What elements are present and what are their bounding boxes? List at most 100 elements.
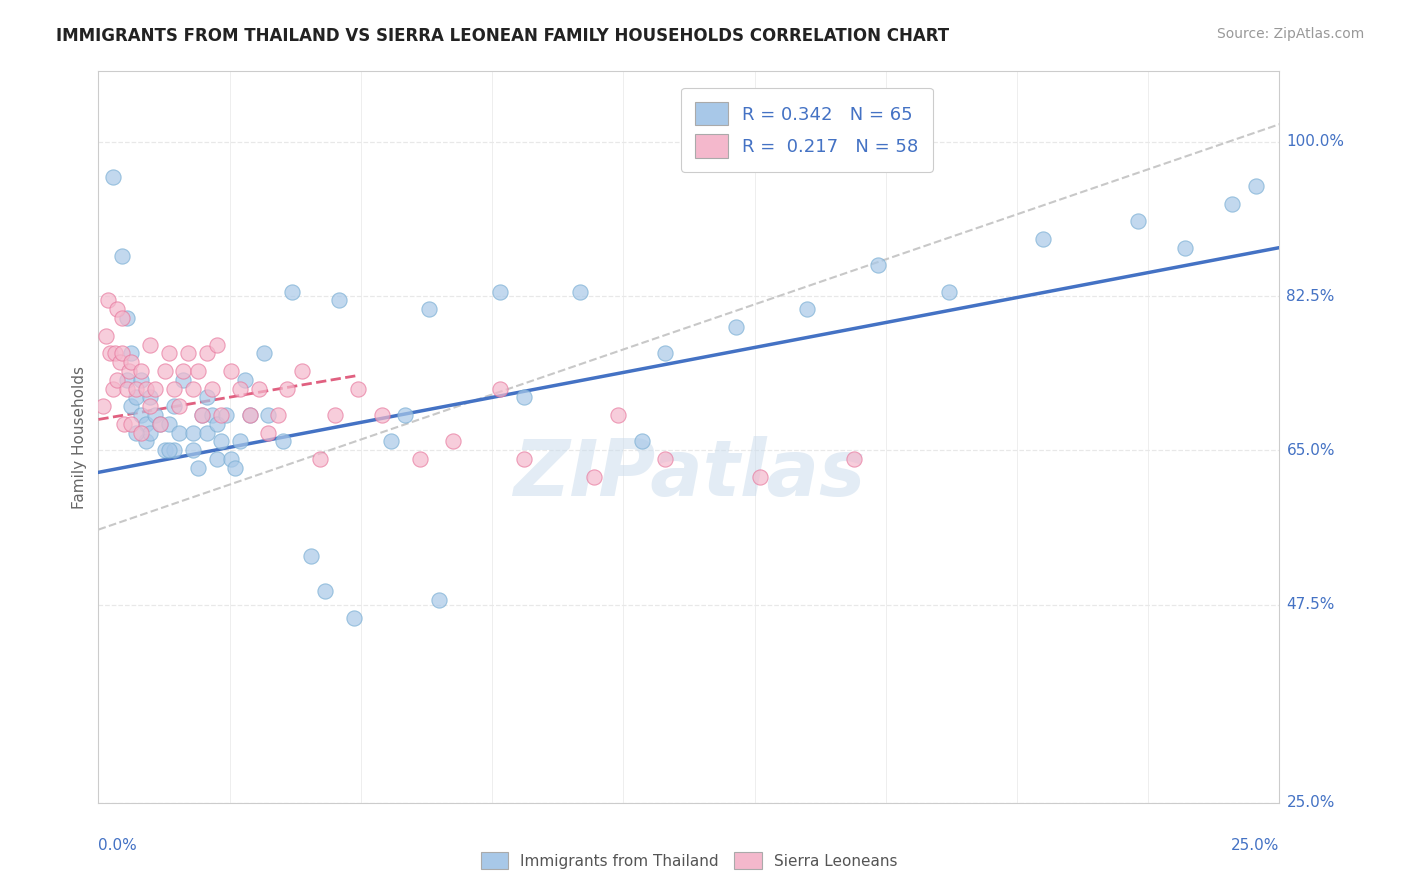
Point	[489, 285, 512, 299]
Point	[1244, 178, 1267, 193]
Text: Source: ZipAtlas.com: Source: ZipAtlas.com	[1216, 27, 1364, 41]
Point	[104, 346, 127, 360]
Point	[129, 425, 152, 440]
Point	[267, 408, 290, 422]
Point	[408, 452, 430, 467]
Point	[233, 373, 256, 387]
Point	[111, 346, 134, 360]
Point	[257, 408, 280, 422]
Point	[748, 469, 770, 483]
Point	[115, 373, 138, 387]
Point	[143, 382, 166, 396]
Point	[328, 293, 350, 308]
Point	[314, 584, 336, 599]
Point	[253, 346, 276, 360]
Point	[187, 461, 209, 475]
Point	[187, 364, 209, 378]
Point	[157, 346, 180, 360]
Point	[108, 355, 131, 369]
Point	[139, 399, 162, 413]
Point	[125, 425, 148, 440]
Point	[512, 452, 534, 467]
Point	[1126, 214, 1149, 228]
Point	[229, 382, 252, 396]
Legend: Immigrants from Thailand, Sierra Leoneans: Immigrants from Thailand, Sierra Leonean…	[474, 846, 904, 875]
Text: 100.0%: 100.0%	[1286, 135, 1344, 149]
Point	[111, 311, 134, 326]
Point	[143, 408, 166, 422]
Point	[215, 408, 238, 422]
Point	[91, 399, 114, 413]
Point	[105, 302, 128, 317]
Point	[844, 452, 866, 467]
Point	[153, 364, 176, 378]
Point	[342, 611, 364, 625]
Point	[569, 285, 592, 299]
Text: 0.0%: 0.0%	[98, 838, 138, 854]
Point	[181, 443, 204, 458]
Point	[118, 364, 141, 378]
Point	[195, 346, 218, 360]
Point	[380, 434, 402, 449]
Point	[125, 382, 148, 396]
Point	[105, 373, 128, 387]
Point	[177, 346, 200, 360]
Point	[239, 408, 262, 422]
Point	[323, 408, 346, 422]
Point	[205, 337, 228, 351]
Point	[98, 346, 121, 360]
Point	[209, 434, 232, 449]
Point	[239, 408, 262, 422]
Point	[101, 382, 124, 396]
Point	[205, 452, 228, 467]
Point	[938, 285, 960, 299]
Point	[1032, 232, 1054, 246]
Point	[163, 399, 186, 413]
Point	[371, 408, 394, 422]
Text: ZIPatlas: ZIPatlas	[513, 435, 865, 512]
Point	[149, 417, 172, 431]
Text: IMMIGRANTS FROM THAILAND VS SIERRA LEONEAN FAMILY HOUSEHOLDS CORRELATION CHART: IMMIGRANTS FROM THAILAND VS SIERRA LEONE…	[56, 27, 949, 45]
Point	[153, 443, 176, 458]
Point	[163, 382, 186, 396]
Point	[607, 408, 630, 422]
Point	[121, 399, 143, 413]
Point	[866, 258, 889, 272]
Point	[121, 417, 143, 431]
Point	[139, 337, 162, 351]
Point	[121, 355, 143, 369]
Text: 25.0%: 25.0%	[1286, 796, 1334, 810]
Point	[172, 373, 194, 387]
Point	[112, 417, 135, 431]
Point	[135, 417, 157, 431]
Point	[309, 452, 332, 467]
Point	[125, 391, 148, 405]
Point	[257, 425, 280, 440]
Point	[111, 249, 134, 263]
Point	[139, 425, 162, 440]
Point	[512, 391, 534, 405]
Point	[418, 302, 440, 317]
Point	[290, 364, 312, 378]
Point	[219, 452, 242, 467]
Point	[115, 382, 138, 396]
Legend: R = 0.342   N = 65, R =  0.217   N = 58: R = 0.342 N = 65, R = 0.217 N = 58	[681, 87, 934, 172]
Text: 47.5%: 47.5%	[1286, 597, 1334, 612]
Point	[427, 593, 450, 607]
Point	[97, 293, 120, 308]
Text: 65.0%: 65.0%	[1286, 442, 1334, 458]
Point	[583, 469, 606, 483]
Point	[224, 461, 246, 475]
Point	[796, 302, 818, 317]
Y-axis label: Family Households: Family Households	[72, 366, 87, 508]
Point	[129, 364, 152, 378]
Point	[1174, 241, 1197, 255]
Point	[209, 408, 232, 422]
Point	[219, 364, 242, 378]
Point	[229, 434, 252, 449]
Point	[281, 285, 304, 299]
Point	[394, 408, 416, 422]
Point	[654, 452, 676, 467]
Point	[271, 434, 294, 449]
Point	[101, 170, 124, 185]
